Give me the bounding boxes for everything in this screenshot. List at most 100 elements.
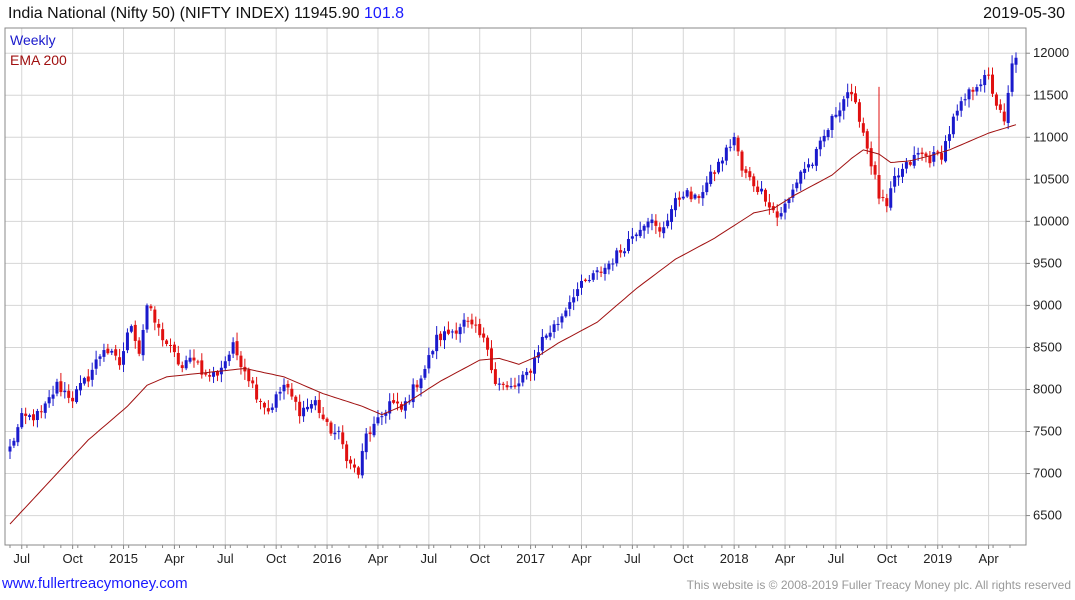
candle-down [908,162,912,165]
candle-down [172,344,176,353]
candle-down [529,370,533,373]
candle-up [834,114,838,117]
candle-down [59,381,63,393]
candle-up [47,397,51,404]
candle-down [259,400,263,402]
candle-down [255,384,259,400]
candle-up [728,146,732,148]
candle-up [536,352,540,358]
candle-down [482,333,486,338]
x-tick-label: 2018 [720,551,749,566]
candle-up [78,383,82,391]
candle-up [122,351,126,365]
candle-up [20,413,24,428]
candle-down [196,361,200,363]
candle-up [212,371,216,377]
candle-up [717,161,721,173]
candle-up [12,440,16,446]
candle-down [850,91,854,95]
candle-up [462,319,466,327]
candle-up [16,427,20,443]
candle-down [294,396,298,402]
candle-up [533,357,537,374]
y-tick-label: 6500 [1033,508,1062,523]
candle-up [227,354,231,362]
candle-up [591,273,595,280]
candle-up [435,334,439,352]
y-tick-label: 8000 [1033,381,1062,396]
candle-up [650,219,654,224]
candle-down [176,353,180,365]
candle-up [431,351,435,355]
candle-down [392,400,396,403]
candle-up [893,175,897,187]
x-tick-label: Jul [624,551,641,566]
candle-up [568,302,572,309]
candle-down [474,324,478,326]
candle-down [86,376,90,382]
candle-up [125,332,129,351]
site-link[interactable]: www.fullertreacymoney.com [2,575,188,592]
candle-up [638,229,642,237]
candle-down [478,323,482,336]
candle-down [157,323,161,328]
candle-down [161,329,165,341]
candle-down [619,250,623,253]
candle-down [748,171,752,178]
candle-up [795,182,799,189]
x-tick-label: Jul [828,551,845,566]
candle-up [709,171,713,185]
candle-down [200,360,204,375]
candle-up [372,423,376,436]
candle-down [658,227,662,232]
legend-ema-200: EMA 200 [10,52,67,68]
candle-up [838,110,842,117]
candle-up [509,386,513,388]
candle-up [670,209,674,222]
candle-down [775,211,779,218]
candle-down [239,355,243,368]
candle-up [955,110,959,116]
candle-down [470,319,474,325]
candle-down [677,197,681,200]
candle-down [168,345,172,347]
candle-up [1014,57,1018,65]
candle-down [756,186,760,193]
plot-frame [4,27,1027,546]
candle-down [215,371,219,376]
candle-down [356,467,360,475]
candlestick-series [8,52,1018,479]
candle-up [43,403,47,413]
candle-up [912,154,916,166]
candle-up [720,160,724,164]
candle-down [24,413,28,416]
candle-down [399,404,403,410]
candle-up [223,361,227,369]
candle-up [932,152,936,162]
candle-up [270,407,274,410]
candle-down [251,380,255,384]
candle-down [149,306,153,309]
candle-down [266,408,270,412]
candle-down [920,152,924,155]
candle-up [407,401,411,403]
candle-up [623,251,627,254]
candle-down [317,399,321,413]
candle-up [302,407,306,417]
legend-weekly: Weekly [10,32,56,48]
candle-up [305,406,309,410]
candle-up [376,417,380,424]
x-tick-label: Oct [673,551,694,566]
candle-up [666,220,670,227]
candle-up [705,182,709,193]
candle-down [286,383,290,388]
candle-down [493,369,497,384]
candle-down [298,401,302,417]
candle-up [28,415,32,418]
candle-up [55,381,59,394]
candle-down [991,74,995,94]
candle-up [611,263,615,265]
candle-up [732,136,736,146]
candle-up [8,446,12,452]
candle-up [889,188,893,208]
